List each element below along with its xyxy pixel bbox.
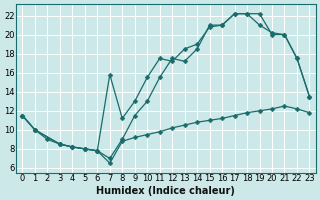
X-axis label: Humidex (Indice chaleur): Humidex (Indice chaleur) [97,186,236,196]
